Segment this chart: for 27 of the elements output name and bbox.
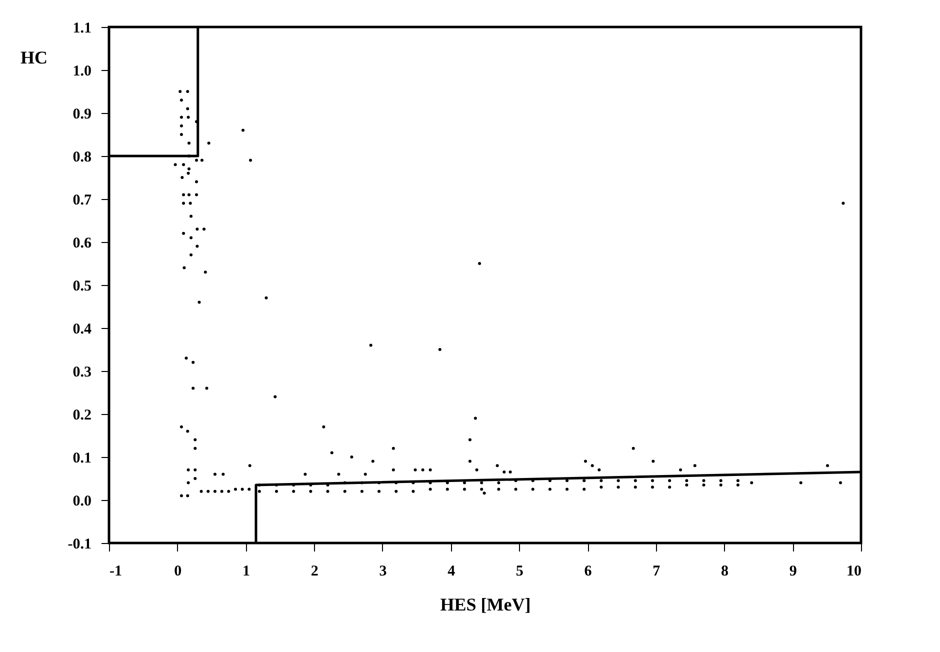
y-tick-label: 0.7 <box>72 192 92 208</box>
x-tick-label: 3 <box>379 564 387 580</box>
y-tick-label: 0.2 <box>72 408 92 424</box>
x-tick-label: 7 <box>652 564 661 580</box>
x-tick-label: 9 <box>789 564 797 580</box>
y-tick-label: 0.6 <box>72 236 92 252</box>
y-tick-label: 0.8 <box>72 150 92 166</box>
y-tick-label: 0.1 <box>72 450 92 466</box>
y-tick-label: -0.1 <box>68 536 92 552</box>
x-tick-label: 10 <box>846 564 862 580</box>
x-axis-title: HES [MeV] <box>440 594 531 614</box>
x-tick-label: -1 <box>110 564 122 580</box>
y-tick-label: 0.9 <box>72 106 92 122</box>
x-tick-label: 4 <box>448 564 456 580</box>
x-tick-label: 8 <box>721 564 729 580</box>
x-tick-label: 5 <box>516 564 524 580</box>
x-tick-label: 6 <box>584 564 592 580</box>
y-tick-label: 0.5 <box>72 278 92 294</box>
y-axis-title: HC <box>20 48 48 68</box>
x-tick-label: 2 <box>310 564 318 580</box>
y-tick-label: 0.0 <box>72 494 92 510</box>
x-tick-label: 1 <box>242 564 250 580</box>
y-tick-label: 0.3 <box>72 364 92 380</box>
y-tick-label: 1.0 <box>72 64 92 80</box>
x-tick-label: 0 <box>174 564 182 580</box>
y-tick-label: 1.1 <box>72 20 92 36</box>
y-tick-label: 0.4 <box>72 322 92 338</box>
